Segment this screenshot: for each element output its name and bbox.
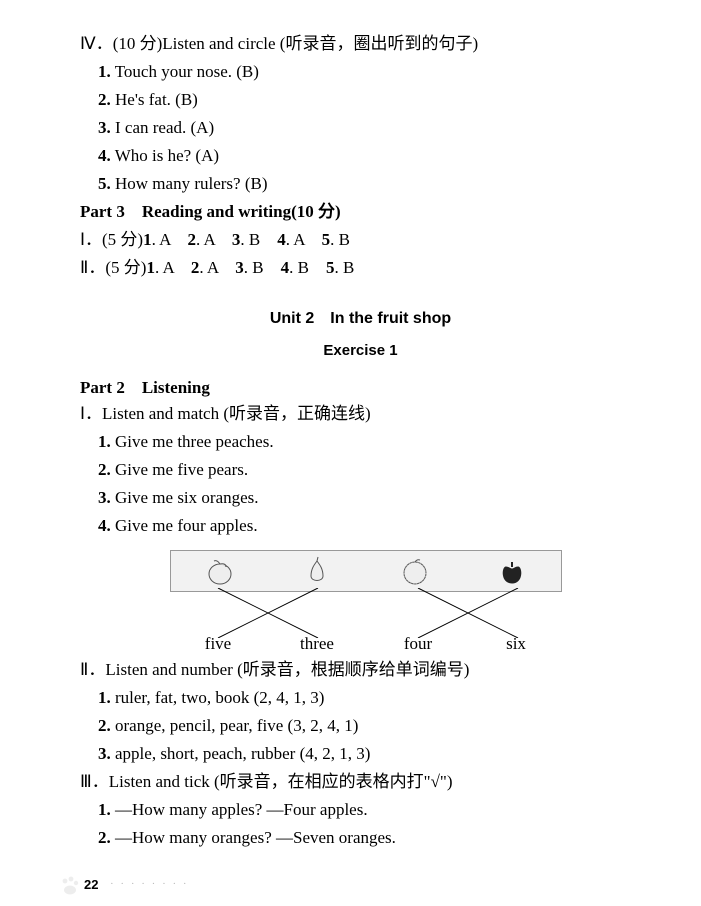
section-iii-heading: Ⅲ．Listen and tick (听录音，在相应的表格内打"√") (80, 768, 641, 796)
item-text: Give me six oranges. (115, 488, 259, 507)
list-item: 1. Touch your nose. (B) (80, 58, 641, 86)
item-text: apple, short, peach, rubber (4, 2, 1, 3) (115, 744, 370, 763)
section-iv-heading: Ⅳ．(10 分)Listen and circle (听录音，圈出听到的句子) (80, 30, 641, 58)
list-item: 2. Give me five pears. (80, 456, 641, 484)
list-item: 4. Give me four apples. (80, 512, 641, 540)
item-number: 2. (98, 828, 111, 847)
item-number: 2. (98, 716, 111, 735)
list-item: 2. —How many oranges? —Seven oranges. (80, 824, 641, 852)
part3-row-i: Ⅰ．(5 分)1. A 2. A 3. B 4. A 5. B (80, 226, 641, 254)
list-item: 5. How many rulers? (B) (80, 170, 641, 198)
apple-icon (496, 555, 528, 587)
list-item: 3. Give me six oranges. (80, 484, 641, 512)
item-text: —How many apples? —Four apples. (115, 800, 368, 819)
list-item: 1. ruler, fat, two, book (2, 4, 1, 3) (80, 684, 641, 712)
item-text: Give me four apples. (115, 516, 258, 535)
orange-icon (399, 555, 431, 587)
label-four: four (368, 634, 468, 654)
item-number: 3. (98, 118, 111, 137)
item-number: 4. (98, 516, 111, 535)
item-text: Touch your nose. (B) (115, 62, 259, 81)
match-diagram: five three four six (170, 550, 560, 652)
item-number: 3. (98, 488, 111, 507)
page: Ⅳ．(10 分)Listen and circle (听录音，圈出听到的句子) … (0, 0, 701, 906)
list-item: 3. apple, short, peach, rubber (4, 2, 1,… (80, 740, 641, 768)
section-i-heading: Ⅰ．Listen and match (听录音，正确连线) (80, 400, 641, 428)
item-text: ruler, fat, two, book (2, 4, 1, 3) (115, 688, 324, 707)
item-text: How many rulers? (B) (115, 174, 268, 193)
item-number: 2. (98, 460, 111, 479)
match-labels: five three four six (170, 634, 575, 654)
part3-heading-text: Part 3 Reading and writing(10 分) (80, 202, 341, 221)
item-number: 3. (98, 744, 111, 763)
paw-icon (58, 874, 82, 898)
list-item: 4. Who is he? (A) (80, 142, 641, 170)
peach-icon (204, 555, 236, 587)
item-text: Give me three peaches. (115, 432, 274, 451)
pear-icon (301, 555, 333, 587)
label-six: six (468, 634, 564, 654)
part3-heading: Part 3 Reading and writing(10 分) (80, 198, 641, 226)
item-text: —How many oranges? —Seven oranges. (115, 828, 396, 847)
item-text: Who is he? (A) (115, 146, 219, 165)
item-number: 1. (98, 800, 111, 819)
part3-row-ii: Ⅱ．(5 分)1. A 2. A 3. B 4. B 5. B (80, 254, 641, 282)
item-text: orange, pencil, pear, five (3, 2, 4, 1) (115, 716, 358, 735)
page-number: 22 (84, 876, 98, 894)
item-number: 5. (98, 174, 111, 193)
exercise-title: Exercise 1 (80, 342, 641, 359)
label-three: three (266, 634, 368, 654)
list-item: 2. He's fat. (B) (80, 86, 641, 114)
list-item: 3. I can read. (A) (80, 114, 641, 142)
item-number: 1. (98, 688, 111, 707)
item-text: He's fat. (B) (115, 90, 198, 109)
label-five: five (170, 634, 266, 654)
item-number: 2. (98, 90, 111, 109)
part2-heading: Part 2 Listening (80, 373, 641, 398)
match-lines (170, 588, 560, 638)
item-number: 1. (98, 432, 111, 451)
list-item: 1. —How many apples? —Four apples. (80, 796, 641, 824)
unit-title: Unit 2 In the fruit shop (80, 304, 641, 328)
item-text: Give me five pears. (115, 460, 248, 479)
item-number: 4. (98, 146, 111, 165)
decorative-dots: · · · · · · · · (110, 878, 189, 890)
item-number: 1. (98, 62, 111, 81)
fruit-icon-strip (170, 550, 562, 592)
list-item: 2. orange, pencil, pear, five (3, 2, 4, … (80, 712, 641, 740)
section-ii-heading: Ⅱ．Listen and number (听录音，根据顺序给单词编号) (80, 656, 641, 684)
item-text: I can read. (A) (115, 118, 214, 137)
list-item: 1. Give me three peaches. (80, 428, 641, 456)
